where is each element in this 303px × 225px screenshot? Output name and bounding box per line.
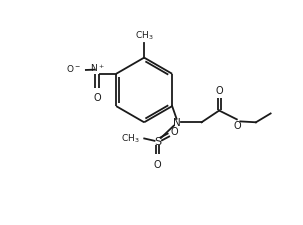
Text: O$^-$: O$^-$ xyxy=(66,63,82,74)
Text: CH$_3$: CH$_3$ xyxy=(135,30,153,42)
Text: O: O xyxy=(171,127,178,137)
Text: O: O xyxy=(154,159,161,169)
Text: O: O xyxy=(215,85,223,95)
Text: N$^+$: N$^+$ xyxy=(90,62,104,73)
Text: O: O xyxy=(234,120,241,130)
Text: CH$_3$: CH$_3$ xyxy=(121,132,140,145)
Text: S: S xyxy=(154,137,161,147)
Text: O: O xyxy=(93,92,101,102)
Text: N: N xyxy=(173,118,180,128)
